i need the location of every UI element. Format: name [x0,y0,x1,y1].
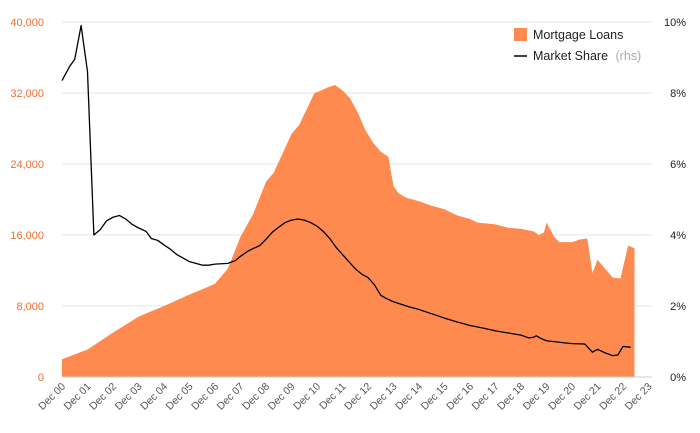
left-tick-label: 8,000 [16,301,44,313]
left-tick-label: 40,000 [10,17,44,29]
x-tick-label: Dec 18 [495,381,527,413]
legend-label-market-share-note: (rhs) [616,49,642,63]
x-tick-label: Dec 09 [266,381,298,413]
left-tick-label: 16,000 [10,230,44,242]
right-tick-label: 4% [670,230,686,242]
x-tick-label: Dec 10 [291,381,323,413]
x-tick-label: Dec 04 [138,381,170,413]
right-tick-label: 8% [670,88,686,100]
legend: Mortgage Loans Market Share (rhs) [514,28,641,63]
x-tick-label: Dec 03 [113,381,145,413]
legend-label-market-share: Market Share (rhs) [533,49,641,63]
legend-label-mortgage-loans: Mortgage Loans [533,28,623,42]
line-market-share [61,24,631,357]
mortgage-loans-series [62,85,635,377]
right-axis: 0% 2% 4% 6% 8% 10% [664,17,686,384]
market-share-series [61,24,631,357]
right-tick-label: 6% [670,159,686,171]
x-tick-label: Dec 13 [368,381,400,413]
right-tick-label: 0% [670,372,686,384]
x-tick-label: Dec 02 [87,381,119,413]
x-tick-label: Dec 16 [444,381,476,413]
x-tick-label: Dec 17 [470,381,502,413]
x-tick-label: Dec 07 [215,381,247,413]
left-tick-label: 24,000 [10,159,44,171]
x-tick-label: Dec 00 [36,381,68,413]
x-tick-label: Dec 12 [342,381,374,413]
x-tick-label: Dec 06 [189,381,221,413]
left-axis: 0 8,000 16,000 24,000 32,000 40,000 [10,17,44,384]
x-tick-label: Dec 22 [597,381,629,413]
x-tick-label: Dec 21 [572,381,604,413]
x-tick-label: Dec 23 [623,381,655,413]
x-tick-label: Dec 14 [393,381,425,413]
left-tick-label: 0 [38,372,44,384]
x-tick-label: Dec 20 [546,381,578,413]
x-tick-label: Dec 08 [240,381,272,413]
right-tick-label: 2% [670,301,686,313]
left-tick-label: 32,000 [10,88,44,100]
legend-swatch-mortgage-loans [514,28,527,41]
legend-label-market-share-text: Market Share [533,49,608,63]
right-tick-label: 10% [664,17,686,29]
x-tick-label: Dec 05 [164,381,196,413]
x-tick-label: Dec 19 [521,381,553,413]
area-mortgage-loans [62,85,635,377]
x-tick-label: Dec 15 [419,381,451,413]
x-tick-label: Dec 01 [62,381,94,413]
